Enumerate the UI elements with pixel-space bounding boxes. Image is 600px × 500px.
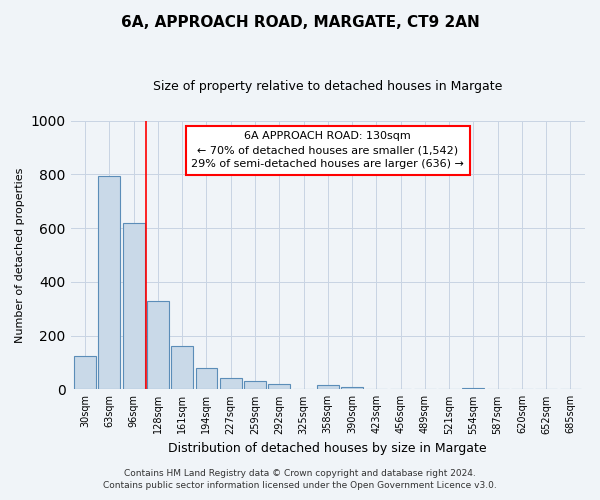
Bar [317, 386, 338, 390]
Text: 6A APPROACH ROAD: 130sqm
← 70% of detached houses are smaller (1,542)
29% of sem: 6A APPROACH ROAD: 130sqm ← 70% of detach… [191, 132, 464, 170]
Y-axis label: Number of detached properties: Number of detached properties [15, 167, 25, 342]
Bar [123, 222, 145, 390]
Bar [74, 356, 96, 390]
Bar [463, 388, 484, 390]
Bar [171, 346, 193, 390]
Bar [196, 368, 217, 390]
Bar [341, 386, 363, 390]
Bar [244, 381, 266, 390]
Bar [268, 384, 290, 390]
Bar [147, 300, 169, 390]
Bar [98, 176, 120, 390]
Bar [220, 378, 242, 390]
Text: 6A, APPROACH ROAD, MARGATE, CT9 2AN: 6A, APPROACH ROAD, MARGATE, CT9 2AN [121, 15, 479, 30]
Text: Contains HM Land Registry data © Crown copyright and database right 2024.
Contai: Contains HM Land Registry data © Crown c… [103, 468, 497, 490]
Title: Size of property relative to detached houses in Margate: Size of property relative to detached ho… [153, 80, 502, 93]
X-axis label: Distribution of detached houses by size in Margate: Distribution of detached houses by size … [169, 442, 487, 455]
